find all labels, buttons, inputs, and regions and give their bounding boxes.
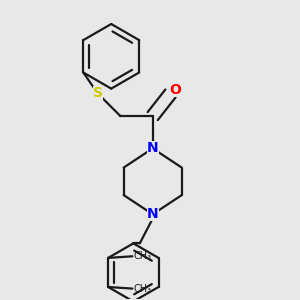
Text: N: N — [147, 141, 158, 155]
Text: O: O — [169, 83, 181, 97]
Text: CH₃: CH₃ — [134, 284, 152, 294]
Text: S: S — [93, 86, 103, 100]
Text: CH₃: CH₃ — [134, 251, 152, 261]
Text: N: N — [147, 207, 158, 221]
